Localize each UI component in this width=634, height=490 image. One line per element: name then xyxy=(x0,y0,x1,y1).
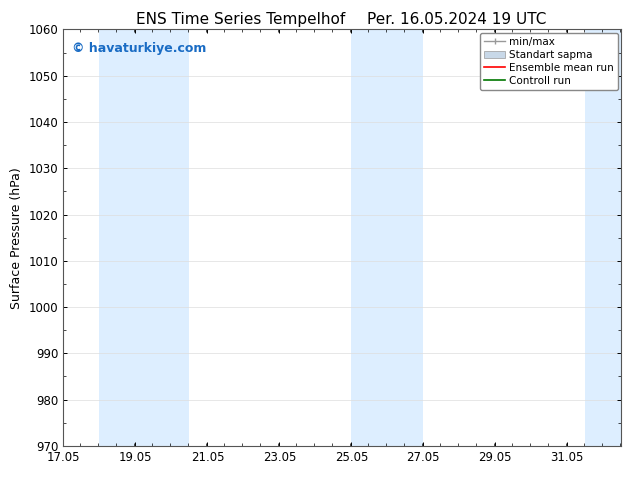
Bar xyxy=(100,29,153,446)
Y-axis label: Surface Pressure (hPa): Surface Pressure (hPa) xyxy=(10,167,23,309)
Bar xyxy=(378,29,424,446)
Bar xyxy=(153,29,190,446)
Text: © havaturkiye.com: © havaturkiye.com xyxy=(72,42,206,55)
Bar xyxy=(351,29,378,446)
Bar xyxy=(585,29,621,446)
Text: ENS Time Series Tempelhof: ENS Time Series Tempelhof xyxy=(136,12,346,27)
Legend: min/max, Standart sapma, Ensemble mean run, Controll run: min/max, Standart sapma, Ensemble mean r… xyxy=(480,32,618,90)
Text: Per. 16.05.2024 19 UTC: Per. 16.05.2024 19 UTC xyxy=(367,12,546,27)
